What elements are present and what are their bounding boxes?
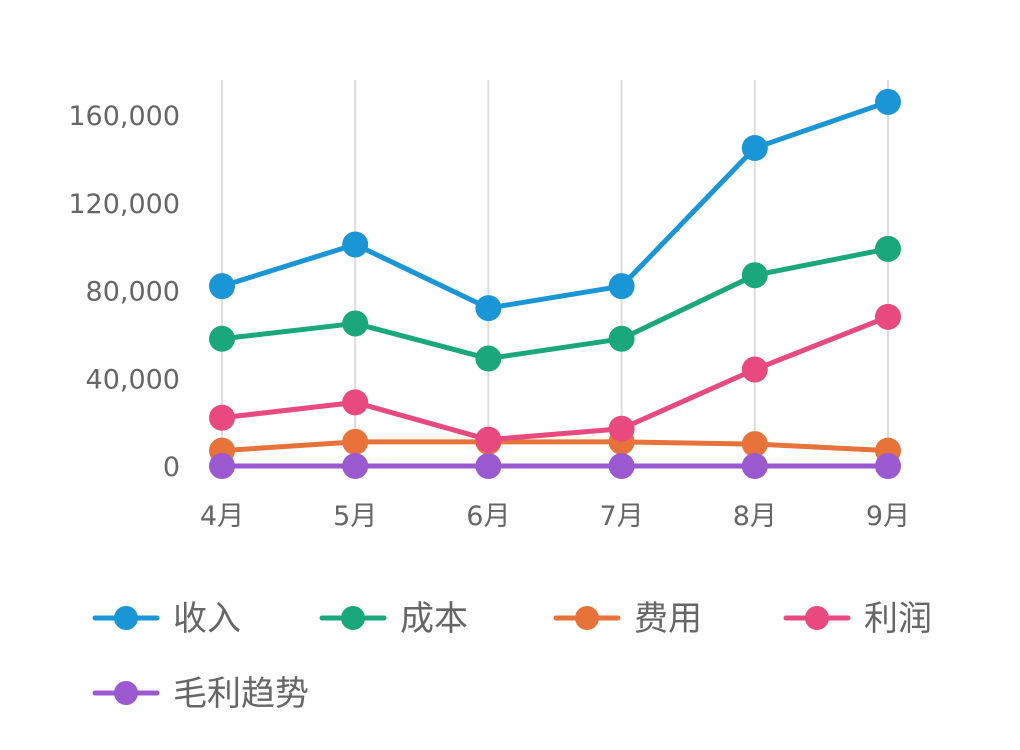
legend-swatch-dot	[114, 606, 138, 630]
y-tick-label: 80,000	[86, 277, 180, 308]
data-point[interactable]	[209, 404, 235, 431]
y-tick-label: 40,000	[86, 364, 180, 395]
data-point[interactable]	[475, 295, 502, 322]
legend-label: 费用	[634, 599, 702, 639]
data-point[interactable]	[342, 389, 369, 416]
data-point[interactable]	[741, 262, 768, 289]
data-point[interactable]	[475, 345, 502, 372]
data-point[interactable]	[475, 426, 502, 453]
legend-item[interactable]: 收入	[92, 599, 241, 639]
data-point[interactable]	[608, 415, 635, 442]
data-point[interactable]	[209, 453, 235, 479]
x-tick-label: 5月	[333, 501, 377, 532]
series-layer	[209, 88, 901, 479]
series-line	[219, 246, 891, 362]
data-point[interactable]	[342, 453, 369, 479]
series-1	[209, 88, 901, 322]
data-point[interactable]	[875, 303, 901, 330]
x-tick-label: 7月	[600, 501, 644, 532]
data-point[interactable]	[741, 356, 768, 383]
y-axis-ticks: 0 40,000 80,000 120,000 160,000	[68, 101, 180, 483]
y-tick-label: 0	[163, 452, 180, 483]
data-point[interactable]	[741, 453, 768, 479]
y-tick-label: 160,000	[68, 101, 180, 132]
legend-label: 收入	[173, 599, 241, 639]
data-point[interactable]	[875, 453, 901, 479]
y-tick-label: 120,000	[68, 189, 180, 220]
series-line	[219, 99, 891, 311]
x-tick-label: 9月	[866, 501, 910, 532]
legend-item[interactable]: 成本	[319, 599, 468, 639]
x-tick-label: 4月	[200, 501, 244, 532]
x-tick-label: 6月	[466, 501, 510, 532]
x-tick-label: 8月	[733, 501, 777, 532]
data-point[interactable]	[608, 325, 635, 352]
legend-label: 成本	[400, 599, 468, 639]
series-4	[209, 303, 901, 453]
data-point[interactable]	[342, 310, 369, 337]
legend-item[interactable]: 利润	[783, 599, 932, 639]
data-point[interactable]	[741, 134, 768, 161]
legend-swatch-dot	[114, 681, 138, 705]
series-2	[209, 235, 901, 372]
legend-item[interactable]: 毛利趋势	[92, 674, 309, 714]
legend-item[interactable]: 费用	[553, 599, 702, 639]
series-line	[219, 439, 891, 454]
legend-swatch-dot	[341, 606, 365, 630]
data-point[interactable]	[741, 431, 768, 458]
data-point[interactable]	[608, 453, 635, 479]
legend-label: 利润	[864, 599, 932, 639]
series-line	[219, 314, 891, 443]
legend-swatch-dot	[805, 606, 829, 630]
data-point[interactable]	[608, 273, 635, 300]
x-axis-ticks: 4月 5月 6月 7月 8月 9月	[200, 501, 910, 532]
data-point[interactable]	[342, 428, 369, 455]
series-5	[209, 453, 901, 479]
data-point[interactable]	[342, 231, 369, 258]
data-point[interactable]	[875, 235, 901, 262]
data-point[interactable]	[875, 88, 901, 115]
legend-label: 毛利趋势	[173, 674, 309, 714]
legend-swatch-dot	[575, 606, 599, 630]
data-point[interactable]	[209, 273, 235, 300]
data-point[interactable]	[209, 325, 235, 352]
data-point[interactable]	[475, 453, 502, 479]
